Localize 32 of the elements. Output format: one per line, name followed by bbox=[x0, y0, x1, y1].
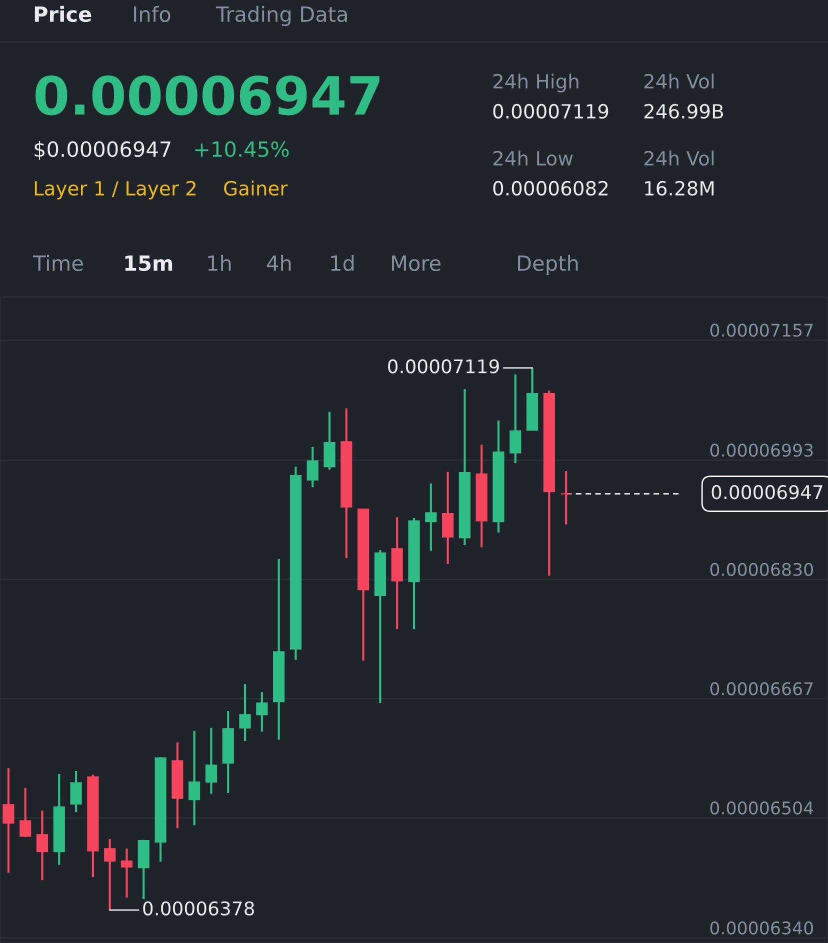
text: Depth bbox=[518, 254, 578, 276]
text: Layer 1 / Layer 2 bbox=[34, 180, 196, 200]
y-tick-label: 0.00006667 bbox=[710, 682, 813, 696]
text: 246.99B bbox=[644, 104, 723, 119]
y-tick-label: 0.00006504 bbox=[710, 801, 814, 815]
text: 15m bbox=[125, 256, 172, 272]
y-tick-label: 0.00006340 bbox=[710, 921, 813, 935]
text: 4h bbox=[267, 254, 291, 271]
text: Price bbox=[34, 6, 92, 22]
text: 24h Vol bbox=[644, 74, 714, 89]
y-tick-label: 0.00006830 bbox=[710, 562, 813, 576]
annotation: 0.00007119 bbox=[388, 359, 499, 374]
text: +10.45% bbox=[195, 141, 289, 158]
text: 16.28M bbox=[645, 180, 714, 196]
annotation: 0.00006378 bbox=[143, 901, 254, 916]
text: Trading Data bbox=[216, 6, 347, 26]
y-tick-label: 0.00006993 bbox=[710, 444, 813, 457]
text: 1h bbox=[208, 254, 231, 271]
text: Info bbox=[134, 6, 170, 22]
text: 0.00006082 bbox=[493, 180, 608, 196]
text: Gainer bbox=[224, 180, 288, 196]
text: 0.00007119 bbox=[493, 104, 608, 119]
text: 1d bbox=[331, 254, 354, 272]
text: More bbox=[392, 256, 441, 272]
text: 24h High bbox=[493, 74, 578, 92]
ref-line-label: 0.00006947 bbox=[712, 485, 822, 500]
text: Time bbox=[32, 254, 83, 272]
y-tick-label: 0.00007157 bbox=[710, 324, 813, 337]
text: 24h Low bbox=[493, 150, 573, 166]
text: 24h Vol bbox=[644, 150, 714, 166]
chart-title: 0.00006947 bbox=[36, 75, 380, 116]
text: $0.00006947 bbox=[34, 140, 170, 160]
